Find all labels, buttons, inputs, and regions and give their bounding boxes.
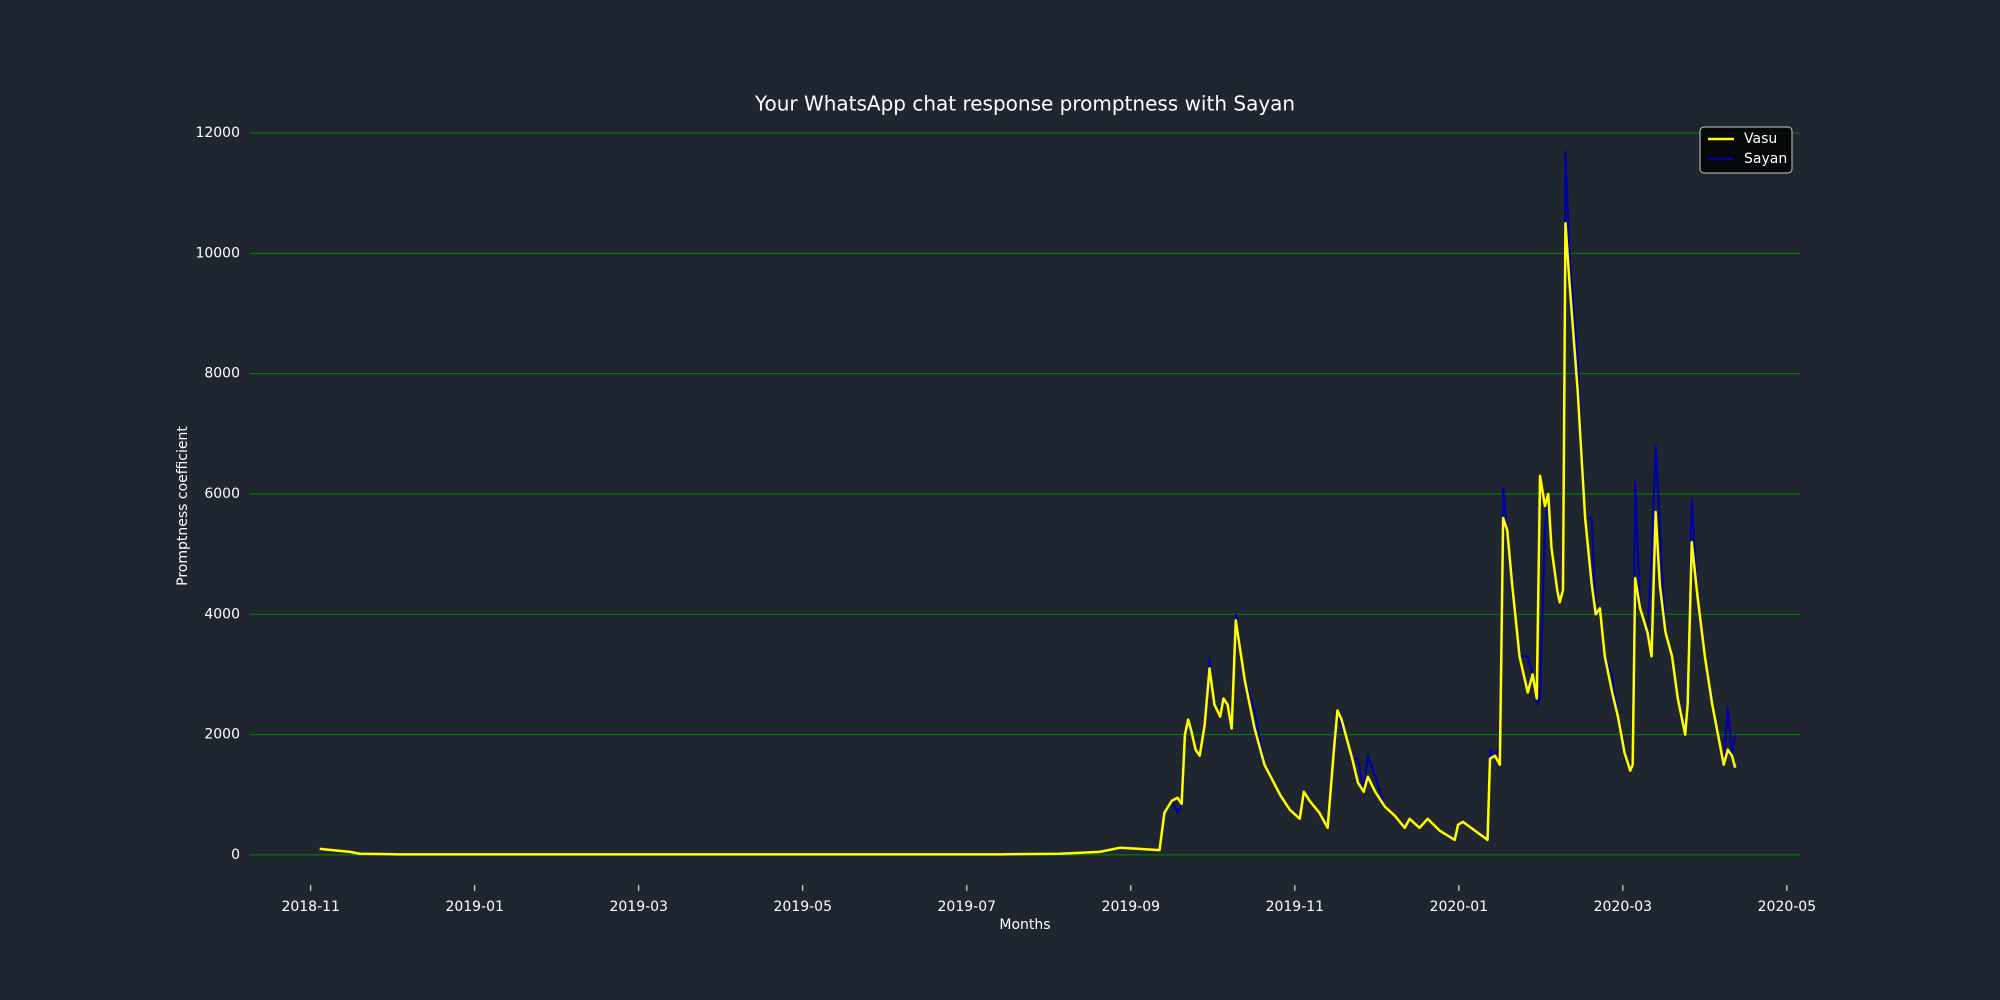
y-tick-label: 12000 (195, 125, 240, 141)
legend-label: Sayan (1744, 151, 1787, 167)
x-tick-label: 2019-09 (1102, 899, 1161, 915)
series-line (319, 222, 1737, 856)
legend: Vasu Sayan (1699, 126, 1793, 174)
plot-lines (319, 150, 1737, 856)
grid: 0 2000 4000 6000 8000 10000 12000 2018-11 2019-0… (195, 125, 1816, 915)
x-tick-label: 2020-03 (1594, 899, 1653, 915)
x-tick-label: 2019-07 (938, 899, 997, 915)
x-tick-label: 2020-01 (1430, 899, 1489, 915)
x-tick-label: 2019-05 (774, 899, 833, 915)
y-tick-label: 8000 (204, 366, 240, 382)
x-tick-label: 2019-03 (609, 899, 668, 915)
x-tick-label: 2020-05 (1758, 899, 1817, 915)
x-tick-label: 2019-11 (1266, 899, 1325, 915)
legend-label: Vasu (1744, 131, 1777, 147)
y-tick-label: 6000 (204, 486, 240, 502)
x-tick-label: 2018-11 (281, 899, 340, 915)
y-tick-label: 2000 (204, 727, 240, 743)
x-axis-label: Months (999, 917, 1050, 933)
x-tick-label: 2019-01 (445, 899, 504, 915)
series-line (319, 150, 1737, 856)
y-tick-label: 0 (231, 847, 240, 863)
y-tick-label: 4000 (204, 606, 240, 622)
y-axis-label: Promptness coefficient (175, 426, 191, 586)
y-tick-label: 10000 (195, 245, 240, 261)
chart-title: Your WhatsApp chat response promptness w… (754, 92, 1295, 116)
